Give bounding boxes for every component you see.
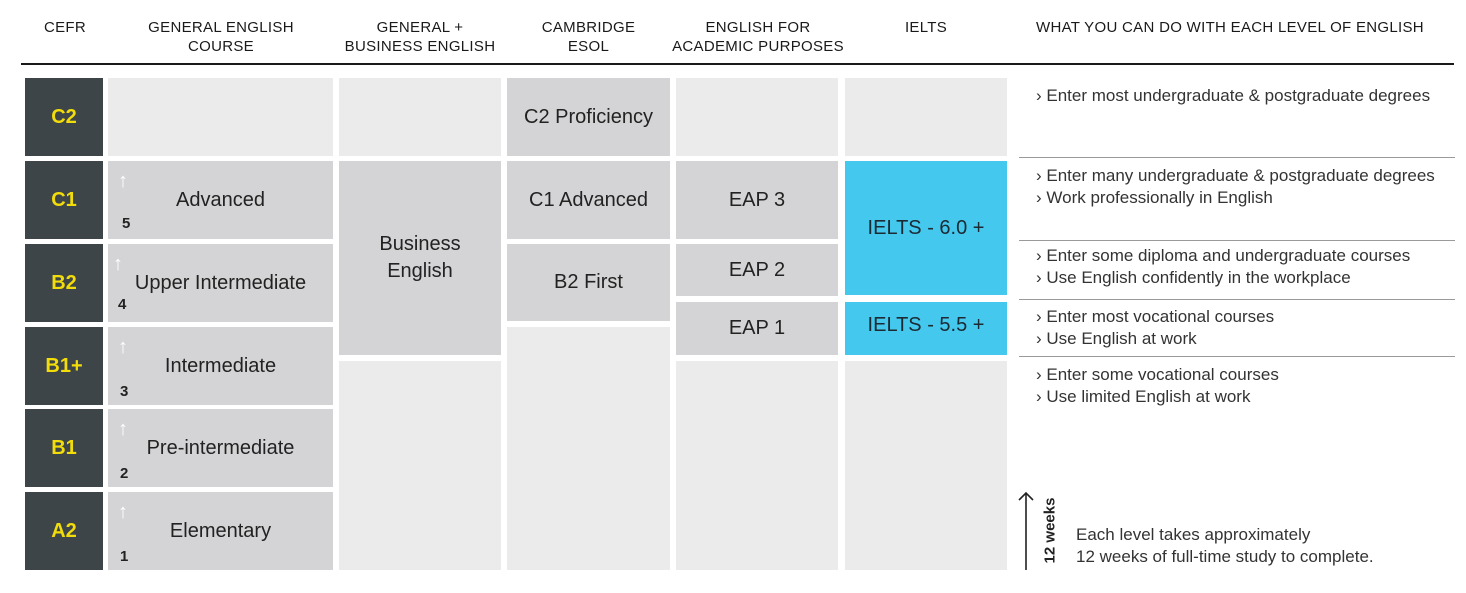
duration-note: Each level takes approximately 12 weeks … xyxy=(1076,524,1374,568)
cefr-b1: B1 xyxy=(25,409,103,487)
header-divider xyxy=(21,63,1454,65)
cambridge-c1-label: C1 Advanced xyxy=(529,188,648,211)
header-business-english: GENERAL + BUSINESS ENGLISH xyxy=(339,18,501,56)
general-empty-c2 xyxy=(108,78,333,156)
header-business-line1: GENERAL + xyxy=(376,19,464,36)
cefr-a2: A2 xyxy=(25,492,103,570)
eap-3: EAP 3 xyxy=(676,161,838,239)
cefr-c2: C2 xyxy=(25,78,103,156)
cefr-b1plus-label: B1+ xyxy=(45,354,83,377)
cambridge-c2-proficiency: C2 Proficiency xyxy=(507,78,670,156)
desc-line: › Use English confidently in the workpla… xyxy=(1036,268,1351,287)
desc-line: › Enter most undergraduate & postgraduat… xyxy=(1036,86,1431,105)
ielts-5-5-label: IELTS - 5.5 + xyxy=(867,314,985,336)
desc-line: › Use limited English at work xyxy=(1036,387,1251,406)
eap-empty-lower xyxy=(676,361,838,570)
divider xyxy=(1019,356,1455,357)
header-cambridge: CAMBRIDGE ESOL xyxy=(507,18,670,56)
header-eap-line2: ACADEMIC PURPOSES xyxy=(672,38,844,55)
cefr-b1plus: B1+ xyxy=(25,327,103,405)
general-level-3: ↑ 3 Intermediate xyxy=(108,327,333,405)
header-cefr: CEFR xyxy=(43,19,87,36)
header-ielts: IELTS xyxy=(904,19,948,36)
arrow-up-icon: ↑ xyxy=(118,170,128,192)
cefr-b2: B2 xyxy=(25,244,103,322)
desc-c1: › Enter many undergraduate & postgraduat… xyxy=(1036,165,1435,209)
header-eap-line1: ENGLISH FOR xyxy=(705,19,811,36)
eap-2: EAP 2 xyxy=(676,244,838,296)
desc-line: › Enter many undergraduate & postgraduat… xyxy=(1036,166,1435,185)
level-number: 4 xyxy=(118,296,127,313)
divider xyxy=(1019,240,1455,241)
header-general-english: GENERAL ENGLISH COURSE xyxy=(108,18,334,56)
ielts-empty-lower xyxy=(845,361,1007,570)
level-label: Intermediate xyxy=(164,354,277,377)
cefr-c2-label: C2 xyxy=(51,105,77,128)
arrow-up-icon: ↑ xyxy=(113,253,123,275)
header-cambridge-line1: CAMBRIDGE xyxy=(541,19,636,36)
header-eap: ENGLISH FOR ACADEMIC PURPOSES xyxy=(668,18,848,56)
eap-2-label: EAP 2 xyxy=(728,258,786,281)
note-line1: Each level takes approximately xyxy=(1076,525,1311,544)
eap-empty-c2 xyxy=(676,78,838,156)
header-cambridge-line2: ESOL xyxy=(567,38,610,55)
ielts-empty-c2 xyxy=(845,78,1007,156)
arrow-up-icon: ↑ xyxy=(118,418,128,440)
ielts-6-0-label: IELTS - 6.0 + xyxy=(867,216,985,239)
header-what-you-can-do: WHAT YOU CAN DO WITH EACH LEVEL OF ENGLI… xyxy=(1036,19,1424,36)
general-level-4: ↑ 4 Upper Intermediate xyxy=(108,244,333,322)
header-general-line2: COURSE xyxy=(188,38,254,55)
level-number: 2 xyxy=(120,465,129,482)
header-general-line1: GENERAL ENGLISH xyxy=(148,19,294,36)
divider xyxy=(1019,157,1455,158)
desc-b1plus: › Enter most vocational courses › Use En… xyxy=(1036,306,1274,350)
desc-line: › Use English at work xyxy=(1036,329,1197,348)
ielts-6-0: IELTS - 6.0 + xyxy=(845,161,1007,295)
divider xyxy=(1019,299,1455,300)
business-empty-lower xyxy=(339,361,501,570)
weeks-arrow-icon xyxy=(1018,491,1034,570)
note-line2: 12 weeks of full-time study to complete. xyxy=(1076,547,1374,566)
level-label: Advanced xyxy=(176,188,265,211)
cefr-b2-label: B2 xyxy=(51,271,77,294)
desc-c2: › Enter most undergraduate & postgraduat… xyxy=(1036,85,1430,107)
eap-3-label: EAP 3 xyxy=(728,188,786,211)
cambridge-b2-label: B2 First xyxy=(554,271,623,293)
general-level-1: ↑ 1 Elementary xyxy=(108,492,333,570)
header-business-line2: BUSINESS ENGLISH xyxy=(344,38,496,55)
cefr-b1-label: B1 xyxy=(51,436,77,459)
desc-line: › Enter some diploma and undergraduate c… xyxy=(1036,246,1411,265)
business-english-line2: English xyxy=(387,260,453,282)
cefr-a2-label: A2 xyxy=(51,519,77,542)
level-number: 5 xyxy=(122,215,131,232)
level-number: 1 xyxy=(120,548,129,565)
ielts-5-5: IELTS - 5.5 + xyxy=(845,302,1007,355)
weeks-label: 12 weeks xyxy=(1041,497,1059,563)
arrow-up-icon: ↑ xyxy=(118,336,128,358)
cambridge-c1-advanced: C1 Advanced xyxy=(507,161,670,239)
general-level-5: ↑ 5 Advanced xyxy=(108,161,333,239)
eap-1: EAP 1 xyxy=(676,302,838,355)
desc-line: › Enter most vocational courses xyxy=(1036,307,1275,326)
desc-b1: › Enter some vocational courses › Use li… xyxy=(1036,364,1279,408)
business-english-block: Business English xyxy=(339,161,501,355)
desc-line: › Work professionally in English xyxy=(1036,188,1273,207)
business-empty-c2 xyxy=(339,78,501,156)
cefr-c1-label: C1 xyxy=(51,188,77,211)
level-label: Elementary xyxy=(169,519,272,542)
cambridge-c2-label: C2 Proficiency xyxy=(524,105,653,128)
desc-b2: › Enter some diploma and undergraduate c… xyxy=(1036,245,1410,289)
eap-1-label: EAP 1 xyxy=(728,317,786,339)
cefr-c1: C1 xyxy=(25,161,103,239)
business-english-line1: Business xyxy=(379,233,461,255)
general-level-2: ↑ 2 Pre-intermediate xyxy=(108,409,333,487)
level-label: Pre-intermediate xyxy=(146,436,295,459)
cambridge-b2-first: B2 First xyxy=(507,244,670,321)
arrow-up-icon: ↑ xyxy=(118,501,128,523)
desc-line: › Enter some vocational courses xyxy=(1036,365,1279,384)
level-number: 3 xyxy=(120,383,129,400)
cambridge-empty-lower xyxy=(507,327,670,570)
level-label: Upper Intermediate xyxy=(134,271,307,294)
